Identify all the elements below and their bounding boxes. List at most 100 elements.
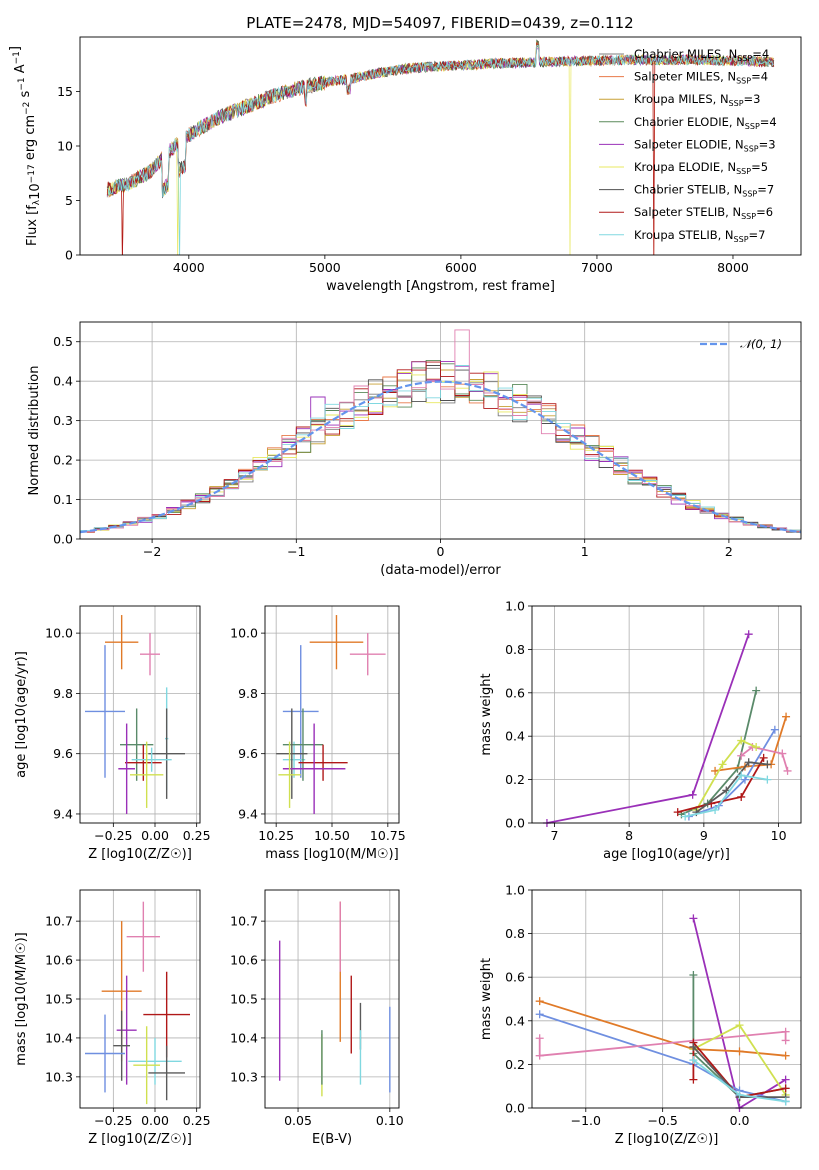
spectrum-ylabel-part: −1 bbox=[17, 77, 27, 90]
legend-model: Salpeter ELODIE, N bbox=[634, 137, 744, 151]
mass-vs-Z-ytick-label: 10.4 bbox=[45, 1030, 73, 1045]
spectrum-ylabel-part: −1 bbox=[12, 51, 22, 64]
age-vs-mass-ytick-label: 9.8 bbox=[238, 686, 258, 701]
mass-weight-vs-age-marker bbox=[737, 792, 746, 801]
mass-vs-Z-xtick-label: 0.00 bbox=[141, 1113, 169, 1128]
legend-sub: SSP bbox=[745, 122, 760, 131]
mass-weight-vs-Z-marker bbox=[535, 1051, 544, 1060]
spectrum-axes: 4000 5000 6000 7000 8000 0 5 10 15 bbox=[57, 84, 749, 275]
mass-weight-vs-age-marker bbox=[783, 766, 792, 775]
hist-xtick-label: −2 bbox=[143, 544, 161, 559]
age-vs-Z-frame bbox=[79, 605, 201, 824]
mass-weight-vs-age-ytick-label: 0.4 bbox=[505, 729, 525, 744]
hist-ytick-label: 0.3 bbox=[53, 413, 73, 428]
mass-weight-vs-age-marker bbox=[740, 775, 749, 784]
mass-weight-vs-age-line-8 bbox=[685, 774, 768, 818]
mass-weight-vs-age-marker bbox=[752, 743, 761, 752]
mass-weight-vs-Z-marker bbox=[781, 1084, 790, 1093]
legend-sub: SSP bbox=[736, 167, 751, 176]
mass-weight-vs-age-marker bbox=[681, 812, 690, 821]
mass-weight-vs-Z-marker bbox=[735, 1021, 744, 1030]
hist-xtick-label: 0 bbox=[437, 544, 445, 559]
figure-title: PLATE=2478, MJD=54097, FIBERID=0439, z=0… bbox=[246, 14, 633, 32]
mass-weight-vs-Z-ytick-label: 1.0 bbox=[505, 883, 525, 898]
mass-vs-EBV-points bbox=[278, 901, 391, 1097]
mass-weight-vs-Z-xtick-label: −1.0 bbox=[571, 1113, 601, 1128]
mass-weight-vs-age-marker bbox=[737, 751, 746, 760]
legend-sub: SSP bbox=[737, 54, 752, 63]
spectrum-ytick-label: 0 bbox=[65, 248, 73, 263]
mass-vs-EBV-ytick-label: 10.3 bbox=[230, 1069, 258, 1084]
mass-weight-vs-age-marker bbox=[744, 630, 753, 639]
legend-entry-3: Chabrier ELODIE, NSSP=4 bbox=[634, 115, 777, 131]
mass-weight-vs-age-marker bbox=[718, 760, 727, 769]
age-vs-mass-ytick-label: 9.4 bbox=[238, 806, 258, 821]
spectrum-ytick-label: 15 bbox=[57, 84, 73, 99]
age-vs-mass-ytick-label: 10.0 bbox=[230, 626, 258, 641]
mass-weight-vs-Z-marker bbox=[781, 1051, 790, 1060]
mass-weight-vs-Z-ylabel: mass weight bbox=[479, 958, 494, 1040]
spectrum-ylabel-part: A bbox=[13, 64, 28, 77]
age-vs-Z-ytick-label: 10.0 bbox=[45, 626, 73, 641]
mass-weight-vs-age-ytick-label: 0.0 bbox=[505, 816, 525, 831]
mass-weight-vs-Z-marker bbox=[735, 1090, 744, 1099]
spectrum-xtick-label: 8000 bbox=[717, 260, 749, 275]
legend-entry-0: Chabrier MILES, NSSP=4 bbox=[634, 47, 769, 63]
spectrum-xtick-label: 7000 bbox=[581, 260, 613, 275]
mass-vs-Z-xtick-label: 0.25 bbox=[183, 1113, 211, 1128]
age-vs-mass-xtick-label: 10.50 bbox=[314, 828, 350, 843]
mass-vs-EBV-ytick-label: 10.6 bbox=[230, 953, 258, 968]
age-vs-Z-xtick-label: 0.00 bbox=[141, 828, 169, 843]
mass-vs-Z-ytick-label: 10.7 bbox=[45, 914, 73, 929]
mass-weight-vs-Z-xlabel: Z [log10(Z/Z☉)] bbox=[615, 1132, 719, 1147]
mass-weight-vs-age-xtick-label: 8 bbox=[625, 828, 633, 843]
mass-weight-vs-Z-xtick-label: 0.0 bbox=[730, 1113, 750, 1128]
mass-weight-vs-age-line-5 bbox=[695, 739, 757, 811]
mass-weight-vs-Z-ytick-label: 0.2 bbox=[505, 1057, 525, 1072]
mass-weight-vs-age-series bbox=[542, 630, 792, 827]
legend-sub: SSP bbox=[744, 144, 759, 153]
age-vs-Z-xtick-label: 0.25 bbox=[183, 828, 211, 843]
spectrum-ylabel: Flux [fλ10−17 erg cm−2 s−1 A−1] bbox=[8, 46, 43, 246]
normal-curve bbox=[80, 380, 801, 534]
hist-xtick-label: 2 bbox=[725, 544, 733, 559]
legend-model: Chabrier MILES, N bbox=[634, 47, 737, 61]
mass-vs-EBV-xtick-label: 0.05 bbox=[284, 1113, 312, 1128]
mass-weight-vs-age-marker bbox=[711, 805, 720, 814]
mass-vs-EBV-xtick-label: 0.10 bbox=[376, 1113, 404, 1128]
mass-vs-EBV-ytick-label: 10.4 bbox=[230, 1030, 258, 1045]
age-vs-mass-xlabel: mass [log10(M/M☉)] bbox=[265, 847, 398, 862]
mass-weight-vs-age-marker bbox=[688, 790, 697, 799]
legend-nssp: =7 bbox=[749, 228, 766, 242]
spectrum-xlabel: wavelength [Angstrom, rest frame] bbox=[326, 279, 555, 294]
mass-vs-Z-ytick-label: 10.6 bbox=[45, 953, 73, 968]
mass-weight-vs-age-xtick-label: 7 bbox=[550, 828, 558, 843]
mass-weight-vs-age-xlabel: age [log10(age/yr)] bbox=[603, 847, 730, 862]
legend-entry-7: Salpeter STELIB, NSSP=6 bbox=[634, 205, 773, 221]
age-vs-Z-points bbox=[85, 615, 185, 814]
mass-weight-vs-Z-marker bbox=[535, 1034, 544, 1043]
mass-weight-vs-Z-ytick-label: 0.4 bbox=[505, 1013, 525, 1028]
mass-weight-vs-Z-marker bbox=[689, 914, 698, 923]
hist-ylabel: Normed distribution bbox=[27, 366, 42, 496]
spectrum-xtick-label: 5000 bbox=[309, 260, 341, 275]
mass-weight-vs-age-line-2 bbox=[714, 716, 787, 772]
age-vs-mass-axes: 10.25 10.50 10.75 9.4 9.6 9.8 10.0 bbox=[230, 606, 406, 843]
mass-weight-vs-age-ytick-label: 0.2 bbox=[505, 772, 525, 787]
age-vs-Z-ylabel: age [log10(age/yr)] bbox=[14, 651, 29, 778]
legend-sub: SSP bbox=[734, 235, 749, 244]
legend-sub: SSP bbox=[736, 77, 751, 86]
age-vs-Z-ytick-label: 9.8 bbox=[53, 686, 73, 701]
legend-model: Chabrier STELIB, N bbox=[634, 183, 742, 197]
spectrum-frame bbox=[79, 36, 802, 256]
legend-model: Salpeter STELIB, N bbox=[634, 205, 741, 219]
mass-weight-vs-age-ytick-label: 0.6 bbox=[505, 685, 525, 700]
mass-weight-vs-age-line-4 bbox=[740, 746, 789, 772]
mass-weight-vs-age-xtick-label: 9 bbox=[700, 828, 708, 843]
legend-nssp: =7 bbox=[757, 183, 774, 197]
mass-weight-vs-Z-ytick-label: 0.8 bbox=[505, 926, 525, 941]
legend-nssp: =4 bbox=[751, 70, 768, 84]
hist-xtick-label: −1 bbox=[287, 544, 305, 559]
mass-weight-vs-Z-ytick-label: 0.6 bbox=[505, 970, 525, 985]
